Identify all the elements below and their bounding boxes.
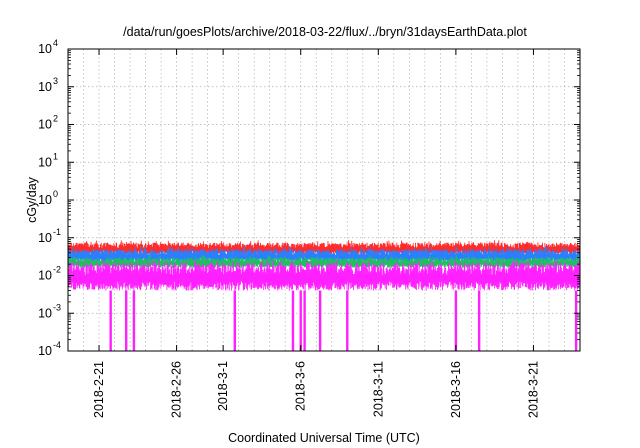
- y-tick-label-exponent: 1: [53, 151, 58, 161]
- x-tick-labels: 2018-2-21 2018-2-26 2018-3-1 2018-3-6 2018-3…: [92, 361, 540, 418]
- y-tick-label-exponent: 2: [53, 114, 58, 124]
- series-4-dropout: [132, 290, 136, 351]
- series-4: [67, 260, 581, 351]
- x-tick-label: 2018-3-11: [371, 361, 385, 417]
- series-4-dropout: [291, 290, 295, 351]
- series-4-dropout: [346, 290, 349, 351]
- series-4-dropout: [233, 290, 236, 351]
- series-4-dropout: [318, 290, 322, 351]
- series-4-dropout: [454, 290, 458, 351]
- y-tick-label: 10: [38, 231, 52, 245]
- series-layer: [67, 240, 581, 351]
- y-tick-label-exponent: 3: [53, 76, 58, 86]
- x-tick-label: 2018-2-26: [170, 361, 184, 418]
- grid: [68, 49, 580, 351]
- y-tick-label: 10: [38, 344, 52, 358]
- y-tick-label-exponent: -4: [53, 340, 61, 350]
- series-4-dropout: [574, 290, 578, 351]
- chart-title: /data/run/goesPlots/archive/2018-03-22/f…: [123, 25, 527, 39]
- y-tick-label-exponent: 0: [53, 189, 58, 199]
- series-4-dropout: [477, 290, 481, 351]
- y-tick-label: 10: [38, 269, 52, 283]
- series-4-dropout: [303, 290, 306, 351]
- series-4-dropout: [299, 290, 302, 351]
- x-tick-label: 2018-3-21: [526, 361, 540, 418]
- y-tick-label-exponent: 4: [53, 38, 58, 48]
- y-tick-label: 10: [38, 42, 52, 56]
- y-axis-label: cGy/day: [25, 176, 39, 223]
- series-4-dropout: [124, 290, 128, 351]
- y-tick-label: 10: [38, 118, 52, 132]
- x-tick-label: 2018-3-16: [449, 361, 463, 418]
- y-tick-label-exponent: -3: [53, 302, 61, 312]
- plot-area: [67, 48, 581, 352]
- y-tick-label-exponent: -1: [53, 227, 61, 237]
- y-tick-label: 10: [38, 80, 52, 94]
- y-tick-label: 10: [38, 193, 52, 207]
- y-tick-label-exponent: -2: [53, 265, 61, 275]
- ticks: [68, 48, 580, 352]
- x-tick-label: 2018-3-1: [216, 361, 230, 411]
- y-tick-label: 10: [38, 155, 52, 169]
- y-tick-label: 10: [38, 306, 52, 320]
- x-tick-label: 2018-2-21: [92, 361, 106, 418]
- x-tick-label: 2018-3-6: [294, 361, 308, 411]
- x-axis-label: Coordinated Universal Time (UTC): [228, 431, 420, 445]
- series-4-dropout: [109, 290, 112, 351]
